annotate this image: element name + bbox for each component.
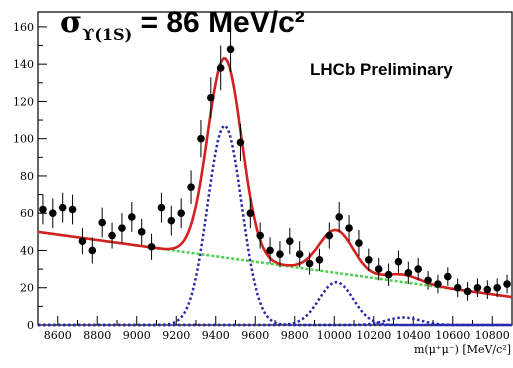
- data-point: [325, 231, 334, 240]
- x-tick-label: 10800: [475, 329, 510, 342]
- y-tick-label: 100: [13, 133, 34, 146]
- data-point: [374, 265, 383, 273]
- x-tick-label: 9400: [202, 329, 230, 342]
- x-tick-label: 10000: [317, 329, 352, 342]
- plot-frame: [37, 11, 513, 326]
- data-point: [137, 228, 146, 236]
- title-subscript: ϒ(1S): [82, 25, 133, 44]
- signal-3s-curve: [38, 316, 512, 327]
- data-point: [246, 209, 255, 218]
- title-symbol: σ: [60, 5, 83, 40]
- data-point: [384, 270, 393, 279]
- data-point: [305, 259, 314, 268]
- data-point: [424, 276, 432, 285]
- data-point: [503, 280, 511, 288]
- data-point: [98, 218, 106, 227]
- y-tick-label: 120: [13, 95, 34, 108]
- data-point: [434, 280, 442, 288]
- data-point: [453, 283, 462, 292]
- data-point: [473, 283, 482, 292]
- data-point: [236, 138, 245, 147]
- title-text: = 86 MeV/c²: [132, 6, 305, 39]
- chart-title: σϒ(1S) = 86 MeV/c²: [60, 5, 305, 44]
- data-point: [256, 231, 264, 240]
- y-tick-label: 160: [13, 21, 34, 34]
- x-tick-label: 10600: [435, 329, 470, 342]
- data-point: [266, 246, 274, 255]
- data-point: [49, 209, 57, 218]
- data-point: [108, 231, 116, 240]
- x-tick-label: 8800: [83, 329, 111, 342]
- fit-curves: [37, 57, 513, 327]
- data-point: [39, 205, 47, 214]
- data-point: [197, 134, 205, 143]
- x-tick-label: 9600: [241, 329, 269, 342]
- data-point: [88, 246, 97, 255]
- data-point: [463, 287, 472, 296]
- data-point: [157, 203, 166, 212]
- x-axis-label: m(μ⁺μ⁻) [MeV/c²]: [414, 343, 511, 356]
- x-tick-label: 9200: [162, 329, 190, 342]
- data-point: [286, 237, 294, 245]
- data-point: [78, 237, 87, 245]
- x-tick-label: 9000: [123, 329, 151, 342]
- x-tick-label: 9800: [281, 329, 309, 342]
- experiment-label: LHCb Preliminary: [310, 60, 453, 79]
- x-tick-label: 8600: [44, 329, 72, 342]
- data-point: [394, 257, 403, 266]
- data-point: [187, 183, 195, 191]
- data-point: [404, 269, 413, 277]
- data-point: [177, 209, 185, 218]
- data-point: [483, 285, 492, 294]
- y-tick-label: 20: [20, 282, 34, 295]
- data-point: [216, 64, 225, 72]
- x-tick-label: 10400: [396, 329, 431, 342]
- data-point: [444, 272, 452, 281]
- axis-ticks: 8600 8800 9000 9200 9400 9600 9800 10000 10200 10…: [13, 21, 510, 342]
- data-point: [493, 283, 501, 292]
- data-point: [345, 224, 353, 232]
- data-point: [295, 250, 304, 259]
- signal-1s-curve: [38, 124, 512, 327]
- data-points: [39, 26, 511, 301]
- data-point: [128, 213, 136, 221]
- data-point: [335, 213, 343, 221]
- data-point: [167, 216, 176, 225]
- total-fit-curve: [37, 57, 513, 299]
- data-point: [226, 45, 235, 54]
- data-point: [276, 250, 284, 259]
- y-tick-label: 80: [20, 170, 34, 183]
- data-point: [147, 242, 156, 251]
- data-point: [118, 224, 126, 232]
- y-tick-label: 0: [27, 319, 34, 332]
- data-point: [355, 239, 363, 247]
- y-tick-label: 140: [13, 58, 34, 71]
- data-point: [315, 255, 324, 264]
- data-point: [365, 255, 373, 264]
- data-point: [68, 205, 77, 214]
- data-point: [414, 265, 422, 273]
- data-point: [58, 203, 67, 212]
- data-point: [207, 93, 215, 102]
- x-tick-label: 10200: [356, 329, 391, 342]
- y-tick-label: 40: [20, 244, 34, 257]
- y-tick-label: 60: [20, 207, 34, 220]
